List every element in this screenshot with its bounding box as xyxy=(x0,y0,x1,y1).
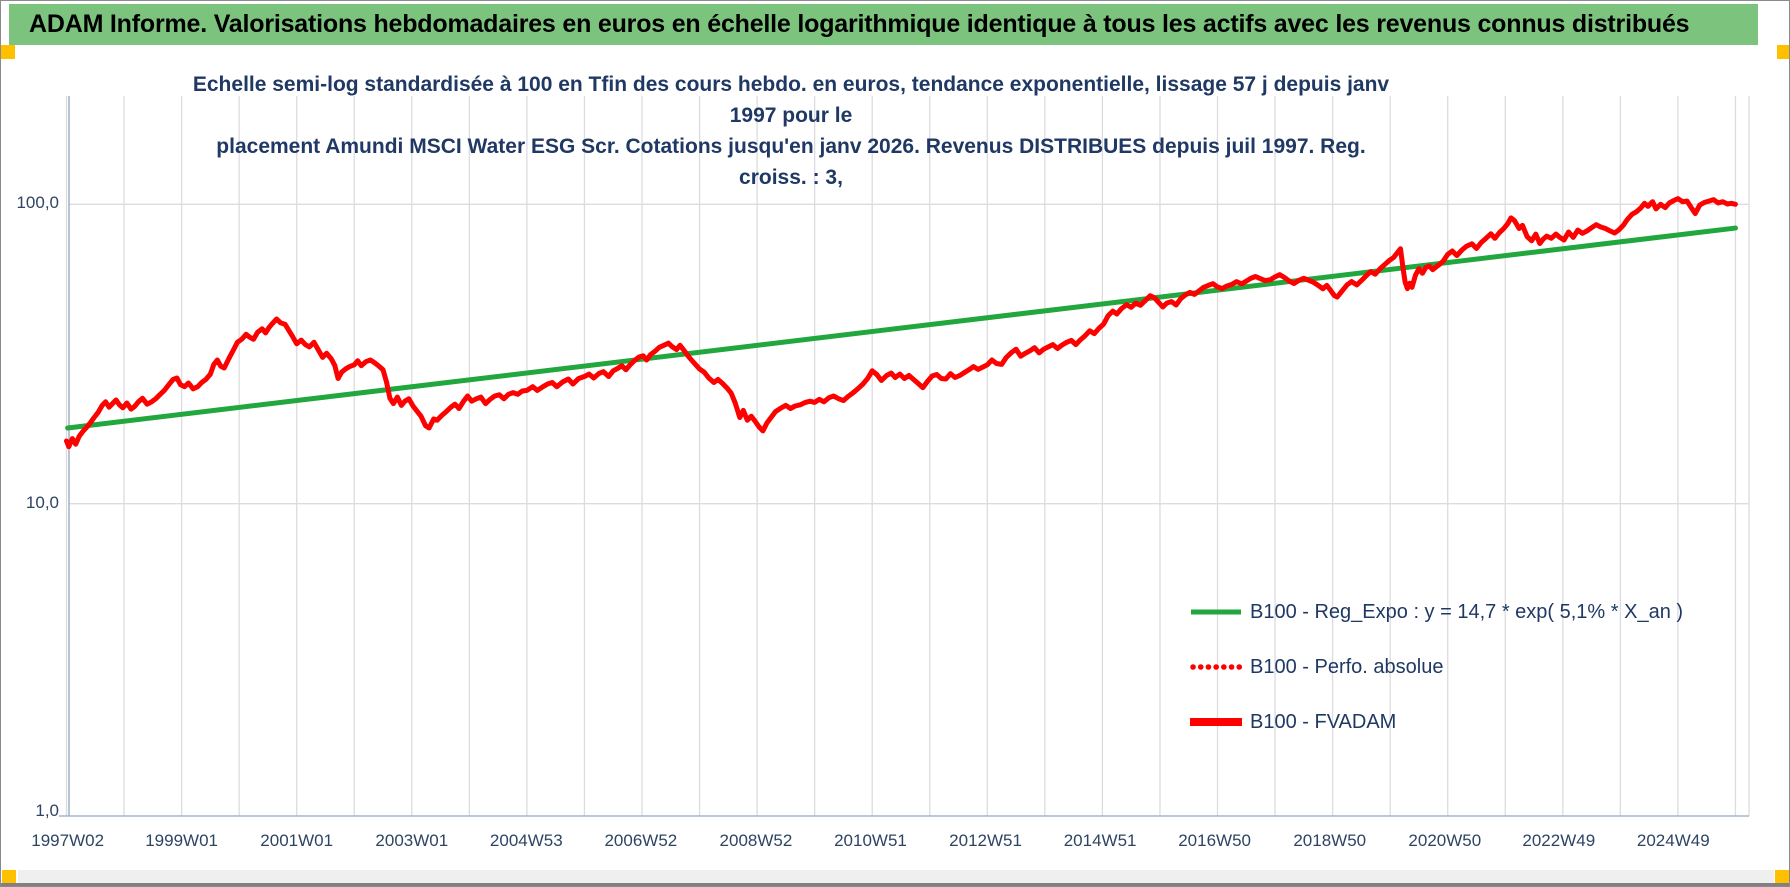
legend-label: B100 - Reg_Expo : y = 14,7 * exp( 5,1% *… xyxy=(1250,600,1684,623)
x-axis-tick-label: 2003W01 xyxy=(375,831,449,850)
x-axis-tick-label: 2012W51 xyxy=(949,831,1022,850)
legend-item-reg-expo: B100 - Reg_Expo : y = 14,7 * exp( 5,1% *… xyxy=(1190,598,1683,626)
x-axis-tick-label: 2024W49 xyxy=(1636,831,1710,850)
bottom-scroll-strip xyxy=(18,870,1774,883)
x-axis-tick-label: 2006W52 xyxy=(604,831,678,850)
x-axis-tick-label: 2018W50 xyxy=(1293,831,1367,850)
window-bottom-edge xyxy=(1,883,1789,886)
header-bar: ADAM Informe. Valorisations hebdomadaire… xyxy=(9,4,1758,45)
chart-title: Echelle semi-log standardisée à 100 en T… xyxy=(181,69,1401,193)
red-line-swatch-icon xyxy=(1190,718,1242,726)
chart-legend: B100 - Reg_Expo : y = 14,7 * exp( 5,1% *… xyxy=(1190,598,1683,763)
y-axis-tick-label: 1,0 xyxy=(35,801,59,820)
yellow-marker-top-left xyxy=(1,45,15,59)
chart-title-line1: Echelle semi-log standardisée à 100 en T… xyxy=(192,73,1390,127)
x-axis-tick-label: 2001W01 xyxy=(260,831,334,850)
price-line-fvadam xyxy=(64,196,1738,450)
x-axis-tick-label: 2022W49 xyxy=(1522,831,1596,850)
red-dotted-line-swatch-icon xyxy=(1190,664,1242,670)
legend-item-perfo-absolue: B100 - Perfo. absolue xyxy=(1190,653,1683,681)
yellow-marker-bottom-right xyxy=(1775,870,1789,884)
window-title: ADAM Informe. Valorisations hebdomadaire… xyxy=(29,10,1690,38)
green-line-swatch-icon xyxy=(1191,609,1241,615)
legend-label: B100 - FVADAM xyxy=(1250,710,1397,733)
yellow-marker-top-right xyxy=(1777,45,1789,59)
x-axis-tick-label: 2010W51 xyxy=(834,831,907,850)
x-axis-tick-label: 2004W53 xyxy=(489,831,563,850)
x-axis-tick-label: 1997W02 xyxy=(31,831,105,850)
yellow-marker-bottom-left xyxy=(2,870,16,884)
x-axis-tick-label: 1999W01 xyxy=(145,831,218,850)
x-axis-tick-label: 2014W51 xyxy=(1063,831,1137,850)
regression-line xyxy=(65,225,1738,431)
x-axis-tick-label: 2020W50 xyxy=(1408,831,1482,850)
y-axis-tick-label: 100,0 xyxy=(16,193,59,213)
x-axis-tick-label: 2016W50 xyxy=(1178,831,1251,850)
legend-item-fvadam: B100 - FVADAM xyxy=(1190,708,1683,736)
x-axis-tick-label: 2008W52 xyxy=(719,831,793,850)
legend-label: B100 - Perfo. absolue xyxy=(1250,655,1444,678)
y-axis-tick-label: 10,0 xyxy=(25,492,59,512)
chart-title-line2: placement Amundi MSCI Water ESG Scr. Cot… xyxy=(216,135,1366,189)
